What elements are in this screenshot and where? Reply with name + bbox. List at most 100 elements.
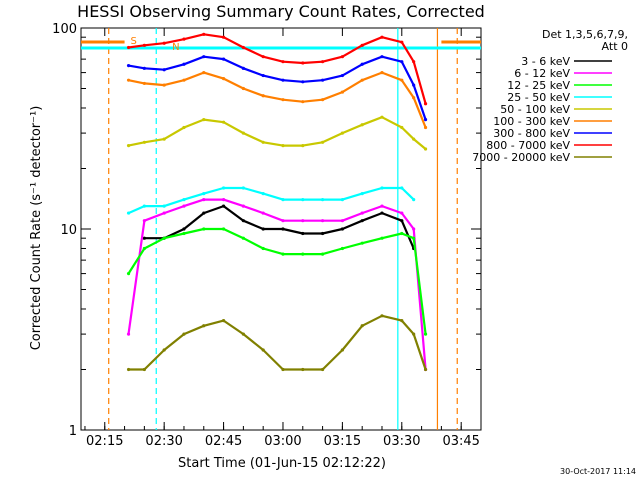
legend-label: 6 - 12 keV [514, 67, 570, 80]
series-point [301, 219, 305, 223]
series-point [241, 332, 245, 336]
series-point [360, 78, 364, 82]
series-point [182, 227, 186, 231]
series-point [400, 231, 404, 236]
series-point [241, 236, 245, 240]
series-line [127, 227, 427, 335]
series-point [261, 227, 265, 231]
series-point [182, 332, 186, 336]
series-point [320, 219, 325, 223]
series-point [202, 118, 206, 122]
series-point [202, 211, 206, 215]
y-tick-label: 100 [52, 22, 77, 37]
series-point [423, 367, 428, 372]
x-tick-label: 03:15 [324, 434, 361, 449]
series-point [162, 83, 166, 87]
series-point [241, 45, 245, 50]
y-axis-label: Corrected Count Rate (s⁻¹ detector⁻¹) [29, 106, 44, 351]
series-point [281, 143, 285, 148]
x-tick-label: 03:30 [383, 434, 420, 449]
series-point [241, 186, 245, 190]
series-point [126, 78, 131, 82]
series-point [281, 198, 285, 202]
series-point [301, 198, 305, 202]
timestamp: 30-Oct-2017 11:14 [560, 467, 636, 476]
series-point [400, 211, 404, 215]
series-point [320, 252, 325, 256]
legend-label: 3 - 6 keV [521, 55, 570, 68]
series-point [320, 198, 325, 202]
series-point [126, 367, 131, 372]
series-point [340, 55, 344, 59]
series-point [241, 86, 245, 91]
series-line [128, 55, 427, 120]
series-point [412, 83, 416, 87]
x-tick-label: 03:00 [264, 434, 301, 449]
series-point [261, 211, 265, 215]
series-point [400, 40, 404, 44]
series-point [301, 231, 305, 236]
series-point [380, 314, 384, 318]
legend-header-line2: Att 0 [602, 40, 628, 53]
x-tick-label: 02:30 [145, 434, 182, 449]
series-point [400, 186, 404, 190]
series-point [400, 78, 404, 82]
series-line [128, 71, 427, 128]
series-point [380, 211, 384, 215]
series-point [320, 98, 325, 102]
series-point [162, 236, 166, 240]
series-point [126, 211, 131, 215]
series-point [400, 219, 404, 223]
series-point [412, 227, 416, 231]
series-point [360, 241, 364, 245]
series-point [340, 73, 344, 78]
legend-label: 100 - 300 keV [493, 115, 570, 128]
series-point [400, 125, 404, 130]
series-point [261, 140, 265, 144]
series-point [221, 204, 226, 208]
series-point [423, 147, 428, 151]
series-point [261, 94, 265, 98]
series-line [128, 116, 427, 150]
series-point [380, 186, 384, 190]
series-point [126, 143, 131, 148]
series-point [241, 219, 245, 223]
series-point [412, 96, 416, 100]
legend-label: 12 - 25 keV [507, 79, 570, 92]
legend-label: 7000 - 20000 keV [472, 151, 570, 164]
series-point [340, 246, 344, 251]
y-tick-label: 10 [60, 223, 77, 238]
series-point [301, 80, 305, 84]
series-point [142, 367, 146, 372]
series-point [281, 367, 285, 372]
series-point [142, 140, 146, 144]
series-point [126, 64, 131, 68]
series-point [340, 90, 344, 94]
series-point [423, 102, 428, 106]
series-point [380, 70, 384, 75]
series-point [202, 32, 206, 36]
series-point [380, 236, 384, 240]
series-point [423, 125, 428, 130]
series-point [380, 55, 384, 59]
series-point [221, 319, 226, 323]
series-point [221, 186, 226, 190]
series-point [162, 204, 166, 208]
series-point [380, 35, 384, 39]
legend-label: 300 - 800 keV [493, 127, 570, 140]
series-point [202, 324, 206, 328]
series-line [128, 186, 415, 215]
series-point [340, 131, 344, 135]
series-point [400, 319, 404, 323]
x-axis-label: Start Time (01-Jun-15 02:12:22) [178, 456, 386, 471]
series-point [281, 252, 285, 256]
chart-title: HESSI Observing Summary Count Rates, Cor… [77, 2, 485, 21]
series-point [162, 137, 166, 141]
series-point [202, 198, 206, 202]
series-point [301, 100, 305, 104]
series-point [400, 60, 404, 64]
series-point [182, 198, 186, 202]
x-tick-label: 03:45 [442, 434, 479, 449]
series-point [142, 236, 146, 240]
